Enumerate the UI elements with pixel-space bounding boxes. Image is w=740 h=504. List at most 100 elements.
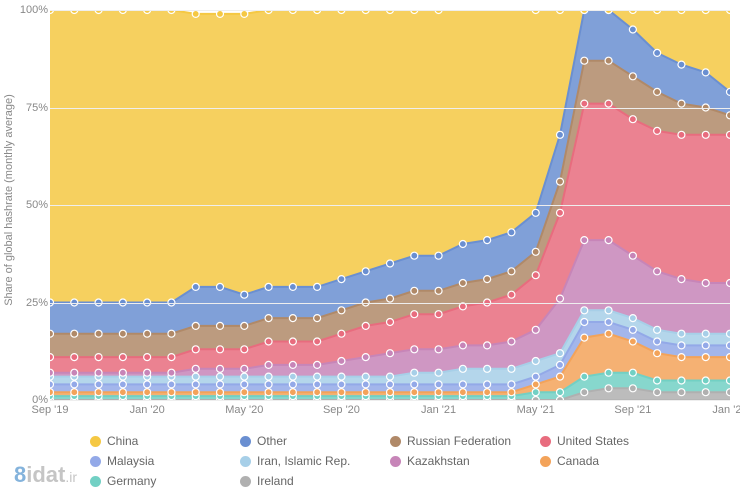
marker — [387, 319, 394, 326]
marker — [338, 373, 345, 380]
marker — [629, 315, 636, 322]
marker — [265, 381, 272, 388]
marker — [727, 342, 731, 349]
legend-item[interactable]: Iran, Islamic Rep. — [240, 454, 370, 468]
marker — [144, 369, 151, 376]
marker — [265, 283, 272, 290]
marker — [557, 295, 564, 302]
marker — [484, 237, 491, 244]
marker — [727, 377, 731, 384]
marker — [192, 389, 199, 396]
marker — [217, 373, 224, 380]
marker — [678, 377, 685, 384]
legend-item[interactable]: Russian Federation — [390, 434, 520, 448]
legend-item[interactable]: Ireland — [240, 474, 370, 488]
marker — [605, 385, 612, 392]
marker — [362, 381, 369, 388]
marker — [459, 389, 466, 396]
marker — [459, 241, 466, 248]
marker — [581, 307, 588, 314]
marker — [581, 334, 588, 341]
legend-item[interactable]: Malaysia — [90, 454, 220, 468]
marker — [387, 389, 394, 396]
legend-item[interactable]: Germany — [90, 474, 220, 488]
marker — [95, 330, 102, 337]
marker — [71, 381, 78, 388]
marker — [95, 369, 102, 376]
marker — [702, 389, 709, 396]
marker — [557, 361, 564, 368]
legend-label: Germany — [107, 474, 156, 488]
marker — [387, 350, 394, 357]
marker — [338, 330, 345, 337]
marker — [411, 381, 418, 388]
marker — [168, 354, 175, 361]
marker — [192, 346, 199, 353]
legend-dot-icon — [240, 456, 251, 467]
marker — [508, 229, 515, 236]
marker — [338, 358, 345, 365]
marker — [508, 365, 515, 372]
marker — [435, 311, 442, 318]
marker — [289, 381, 296, 388]
marker — [168, 369, 175, 376]
marker — [654, 49, 661, 56]
y-tick-label: 100% — [20, 4, 48, 16]
marker — [702, 280, 709, 287]
marker — [484, 365, 491, 372]
marker — [314, 283, 321, 290]
marker — [411, 389, 418, 396]
marker — [362, 322, 369, 329]
marker — [71, 354, 78, 361]
marker — [411, 287, 418, 294]
legend-item[interactable]: Kazakhstan — [390, 454, 520, 468]
marker — [629, 369, 636, 376]
marker — [192, 322, 199, 329]
legend-dot-icon — [390, 436, 401, 447]
gridline — [50, 303, 730, 304]
marker — [678, 276, 685, 283]
legend-item[interactable]: Other — [240, 434, 370, 448]
marker — [241, 373, 248, 380]
y-tick-label: 25% — [26, 297, 48, 309]
legend-item[interactable]: Canada — [540, 454, 670, 468]
marker — [338, 276, 345, 283]
legend-item[interactable]: United States — [540, 434, 670, 448]
marker — [435, 346, 442, 353]
marker — [629, 252, 636, 259]
marker — [387, 295, 394, 302]
marker — [168, 389, 175, 396]
x-tick-label: Jan '21 — [421, 404, 456, 416]
marker — [435, 381, 442, 388]
marker — [411, 369, 418, 376]
marker — [168, 330, 175, 337]
marker — [119, 381, 126, 388]
marker — [119, 369, 126, 376]
legend-item[interactable]: China — [90, 434, 220, 448]
marker — [119, 389, 126, 396]
marker — [265, 315, 272, 322]
marker — [702, 342, 709, 349]
marker — [702, 377, 709, 384]
legend-dot-icon — [540, 456, 551, 467]
legend: China Other Russian Federation United State… — [90, 434, 730, 488]
marker — [508, 268, 515, 275]
marker — [362, 373, 369, 380]
marker — [629, 26, 636, 33]
y-tick-label: 75% — [26, 102, 48, 114]
marker — [605, 369, 612, 376]
marker — [265, 338, 272, 345]
marker — [508, 291, 515, 298]
legend-label: Iran, Islamic Rep. — [257, 454, 350, 468]
marker — [459, 280, 466, 287]
marker — [265, 373, 272, 380]
legend-label: Kazakhstan — [407, 454, 470, 468]
marker — [314, 315, 321, 322]
marker — [532, 272, 539, 279]
marker — [241, 381, 248, 388]
marker — [654, 326, 661, 333]
marker — [50, 330, 54, 337]
marker — [168, 381, 175, 388]
marker — [71, 369, 78, 376]
marker — [629, 116, 636, 123]
